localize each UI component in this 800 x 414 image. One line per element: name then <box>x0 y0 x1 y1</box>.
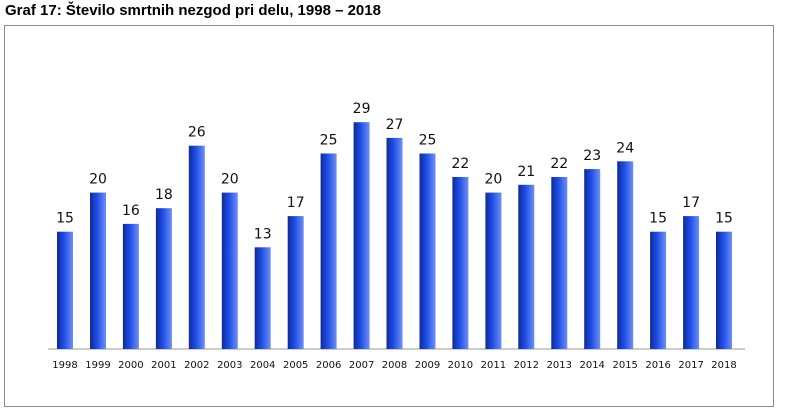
x-tick-2000: 2000 <box>118 360 143 371</box>
x-tick-2015: 2015 <box>612 360 637 371</box>
x-tick-2008: 2008 <box>382 360 407 371</box>
bar-2009 <box>419 153 436 349</box>
x-tick-2009: 2009 <box>415 360 440 371</box>
data-label-2017: 17 <box>682 195 700 211</box>
bar-2010 <box>452 177 469 349</box>
x-tick-1998: 1998 <box>52 360 77 371</box>
x-tick-2004: 2004 <box>250 360 275 371</box>
data-label-2004: 13 <box>254 226 272 242</box>
bar-2000 <box>122 223 139 349</box>
data-label-2015: 24 <box>616 140 634 156</box>
data-label-2005: 17 <box>287 195 305 211</box>
x-tick-2017: 2017 <box>678 360 703 371</box>
data-label-2016: 15 <box>649 211 667 227</box>
bar-2006 <box>320 153 337 349</box>
data-label-2013: 22 <box>550 156 568 172</box>
data-label-2012: 21 <box>517 164 535 180</box>
x-tick-2011: 2011 <box>481 360 506 371</box>
bar-1999 <box>90 192 106 349</box>
data-label-2014: 23 <box>583 148 601 164</box>
data-label-2007: 29 <box>353 101 371 117</box>
bar-2017 <box>683 216 700 349</box>
data-label-2002: 26 <box>188 125 206 141</box>
x-tick-1999: 1999 <box>85 360 110 371</box>
x-tick-2014: 2014 <box>579 360 604 371</box>
data-label-1998: 15 <box>56 211 74 227</box>
data-label-2006: 25 <box>320 133 338 149</box>
bar-2004 <box>254 247 271 349</box>
bar-2005 <box>287 216 304 349</box>
bar-2011 <box>485 192 502 349</box>
data-label-2008: 27 <box>386 117 404 133</box>
bar-1998 <box>57 231 73 349</box>
bar-2001 <box>155 208 172 349</box>
x-tick-2002: 2002 <box>184 360 209 371</box>
bar-2016 <box>650 231 667 349</box>
data-label-2018: 15 <box>715 211 733 227</box>
x-tick-2016: 2016 <box>645 360 670 371</box>
chart-title: Graf 17: Število smrtnih nezgod pri delu… <box>5 2 381 19</box>
x-tick-2001: 2001 <box>151 360 176 371</box>
data-label-2000: 16 <box>122 203 140 219</box>
bar-2012 <box>518 184 535 349</box>
data-label-2010: 22 <box>451 156 469 172</box>
data-label-2009: 25 <box>419 133 437 149</box>
bar-2007 <box>353 122 370 349</box>
x-tick-2007: 2007 <box>349 360 374 371</box>
data-label-2003: 20 <box>221 172 239 188</box>
x-tick-2005: 2005 <box>283 360 308 371</box>
bar-2014 <box>584 169 601 349</box>
x-tick-2010: 2010 <box>448 360 473 371</box>
x-tick-2012: 2012 <box>514 360 539 371</box>
bar-2013 <box>551 177 568 349</box>
x-tick-2018: 2018 <box>711 360 736 371</box>
bar-2015 <box>617 161 634 349</box>
x-tick-2006: 2006 <box>316 360 341 371</box>
bar-2008 <box>386 137 403 349</box>
bar-2018 <box>716 231 732 349</box>
data-label-2001: 18 <box>155 187 173 203</box>
bar-2003 <box>221 192 238 349</box>
data-label-1999: 20 <box>89 172 107 188</box>
x-tick-2013: 2013 <box>547 360 572 371</box>
bar-2002 <box>188 145 205 349</box>
data-label-2011: 20 <box>484 172 502 188</box>
x-tick-2003: 2003 <box>217 360 242 371</box>
